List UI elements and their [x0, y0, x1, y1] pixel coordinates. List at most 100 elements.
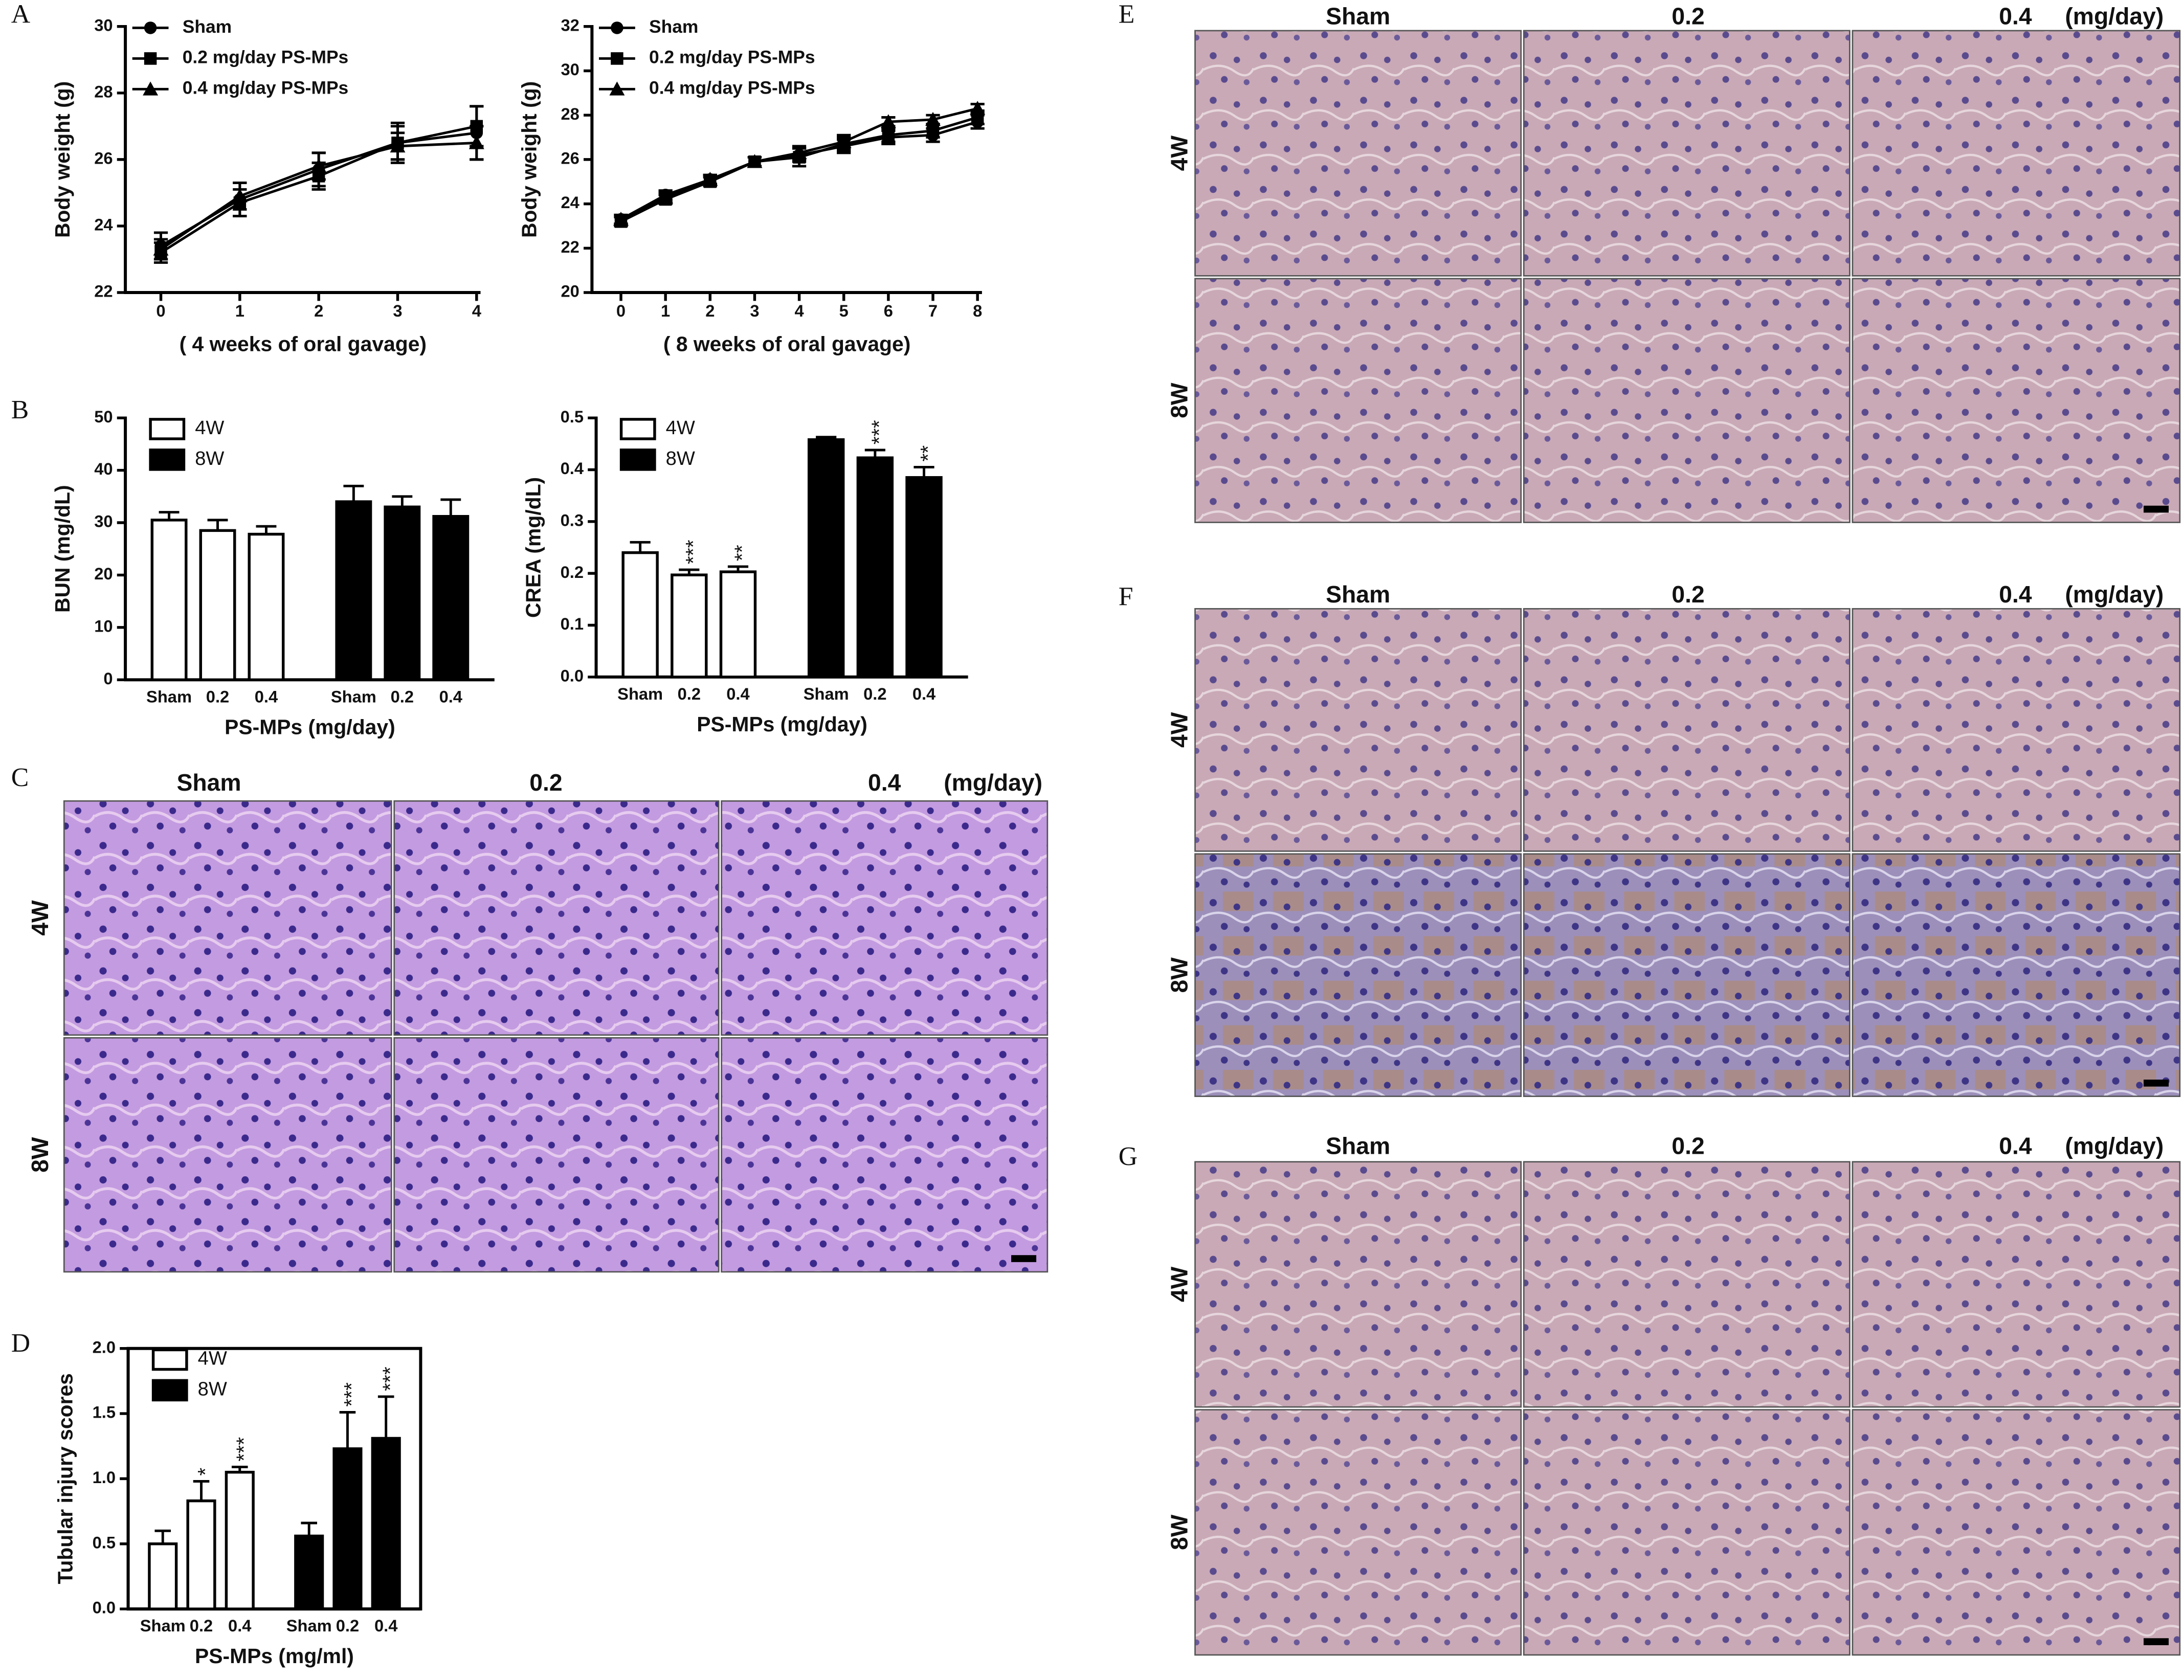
y-tick-label: 0.5: [561, 407, 584, 426]
y-axis-title: Body weight (g): [517, 81, 541, 238]
bar: [671, 573, 708, 679]
row-label: 8W: [1166, 957, 1193, 993]
x-tick-label: 0.2: [190, 1616, 213, 1635]
y-tick-label: 0.4: [561, 459, 584, 478]
y-tick-label: 26: [94, 149, 113, 168]
x-axis-title: PS-MPs (mg/day): [697, 712, 867, 736]
x-tick-label: 0.4: [912, 684, 935, 703]
bar: [384, 505, 421, 681]
x-tick-label: 4: [794, 301, 804, 320]
y-axis-title: Body weight (g): [51, 81, 74, 238]
y-tick-label: 22: [94, 282, 113, 301]
error-bar: [154, 1529, 171, 1544]
panel-label: B: [11, 395, 29, 424]
micrograph: [721, 800, 1049, 1036]
legend-marker: [609, 81, 625, 96]
legend-swatch: [149, 418, 186, 440]
micrograph: [393, 1037, 720, 1273]
y-tick-label: 20: [94, 564, 113, 583]
legend-label: Sham: [183, 16, 232, 37]
x-tick-label: Sham: [331, 687, 376, 706]
significance: **: [916, 445, 940, 462]
micrograph: [1194, 1161, 1522, 1408]
x-tick-label: 6: [884, 301, 893, 320]
x-tick-label: 0.4: [228, 1616, 251, 1635]
micrograph: [1523, 278, 1851, 523]
row-label: 4W: [1166, 136, 1193, 171]
bar: [332, 1447, 363, 1610]
micrograph: [1523, 30, 1851, 277]
row-label: 8W: [1166, 383, 1193, 418]
y-tick-label: 32: [561, 15, 580, 34]
unit-label: (mg/day): [2065, 581, 2164, 608]
bar: [248, 532, 285, 681]
significance: **: [730, 545, 754, 561]
significance: ***: [681, 540, 705, 564]
y-tick-label: 0.1: [561, 614, 584, 633]
x-tick-label: 0.2: [678, 684, 701, 703]
unit-label: (mg/day): [944, 769, 1042, 796]
micrograph: [1852, 1409, 2181, 1656]
x-tick-label: 0.4: [439, 687, 462, 706]
y-tick-label: 30: [94, 512, 113, 531]
micrograph: [1194, 608, 1522, 852]
scale-bar: [2144, 505, 2169, 513]
column-header: 0.2: [1672, 1133, 1704, 1159]
legend-label: 0.4 mg/day PS-MPs: [649, 78, 815, 98]
x-tick-label: 0: [156, 301, 165, 320]
legend-swatch: [619, 418, 656, 440]
y-tick-label: 0.0: [561, 666, 584, 685]
panel-label: E: [1119, 0, 1135, 29]
legend-swatch: [619, 449, 656, 471]
panel-label: C: [11, 763, 29, 792]
x-tick-label: 7: [928, 301, 938, 320]
x-tick-label: 8: [973, 301, 982, 320]
y-tick-label: 1.5: [93, 1403, 116, 1422]
legend-marker: [143, 81, 159, 96]
scale-bar: [2144, 1638, 2169, 1645]
plot-frame: [126, 1347, 422, 1611]
panel-label: G: [1119, 1142, 1138, 1171]
marker: [970, 101, 986, 115]
legend-label: 8W: [198, 1378, 227, 1400]
x-tick-label: 1: [661, 301, 670, 320]
y-tick-label: 28: [94, 82, 113, 101]
error-bar: [630, 541, 651, 553]
column-header: 0.2: [529, 769, 562, 796]
bar: [294, 1534, 324, 1610]
y-tick-label: 0: [103, 669, 113, 688]
column-header: 0.4: [868, 769, 901, 796]
scale-bar: [1011, 1255, 1037, 1262]
significance: ***: [340, 1382, 363, 1407]
bar: [199, 529, 236, 681]
legend-label: 4W: [198, 1348, 227, 1370]
bar: [371, 1437, 401, 1610]
error-bar: [440, 498, 461, 517]
x-tick-label: 0.2: [206, 687, 229, 706]
column-header: Sham: [1326, 581, 1390, 608]
error-bar: [343, 484, 364, 502]
micrograph: [1523, 1161, 1851, 1408]
x-tick-label: 0: [616, 301, 626, 320]
legend-label: 0.2 mg/day PS-MPs: [183, 47, 348, 68]
y-tick-label: 0.5: [93, 1533, 116, 1552]
legend-label: 8W: [195, 447, 224, 469]
row-label: 4W: [1166, 1266, 1193, 1302]
error-bar: [392, 495, 413, 507]
significance: ***: [867, 420, 891, 444]
y-axis-title: BUN (mg/dL): [51, 485, 74, 613]
bar: [150, 519, 188, 681]
legend-label: 4W: [666, 417, 695, 439]
x-tick-label: 0.2: [863, 684, 886, 703]
marker: [882, 128, 895, 142]
legend-marker: [611, 21, 623, 34]
column-header: 0.2: [1672, 3, 1704, 30]
y-tick-label: 1.0: [93, 1468, 116, 1487]
y-axis-title: Tubular injury scores: [54, 1373, 77, 1584]
micrograph: [1523, 853, 1851, 1097]
micrograph: [63, 800, 392, 1036]
column-header: 0.4: [1999, 3, 2032, 30]
marker: [232, 188, 248, 203]
x-tick-label: 2: [314, 301, 323, 320]
